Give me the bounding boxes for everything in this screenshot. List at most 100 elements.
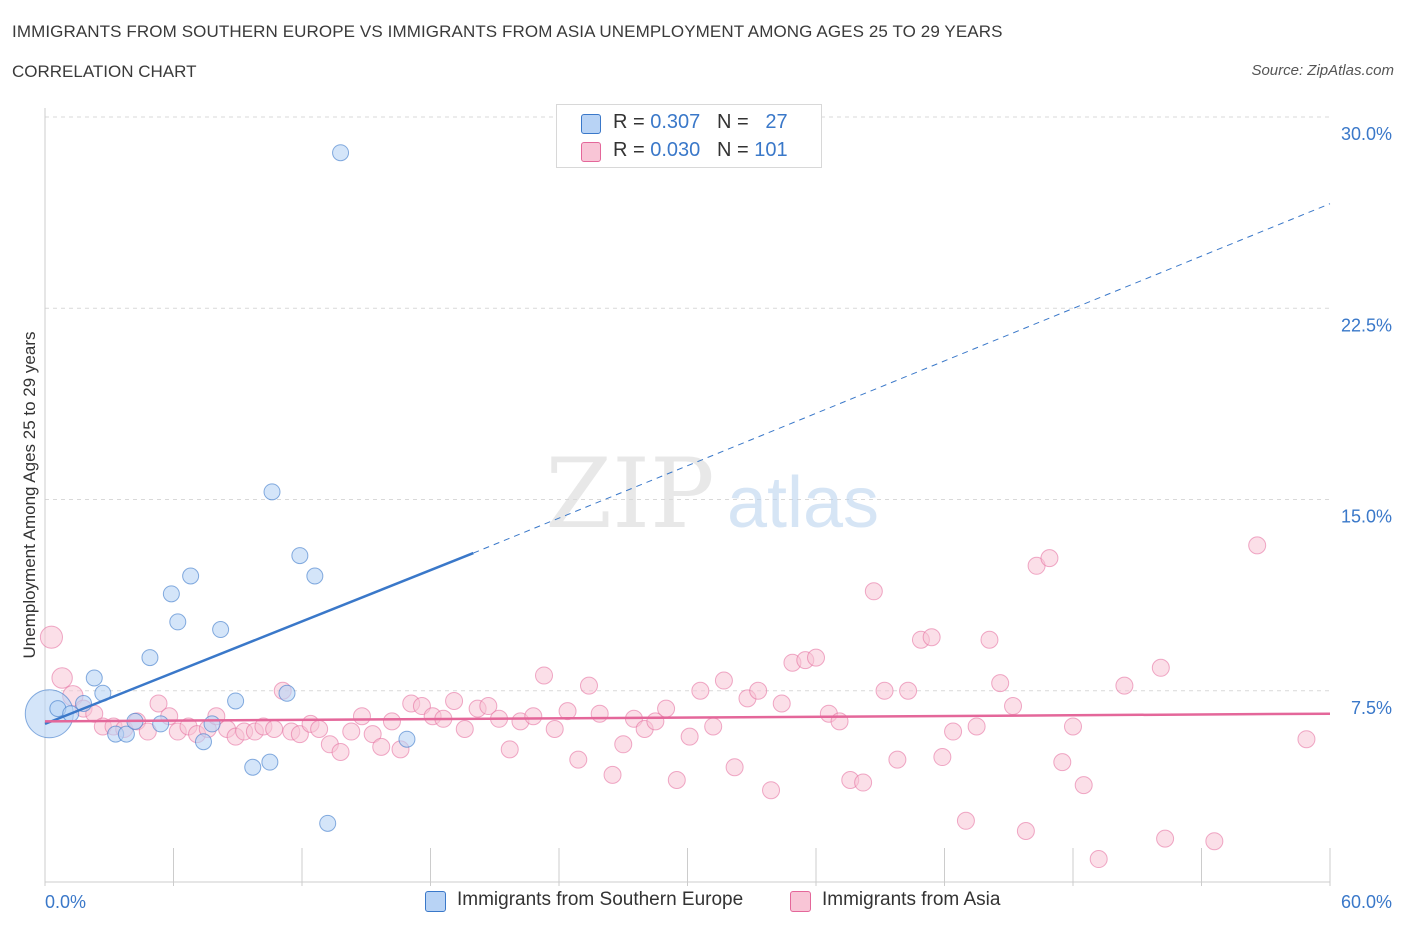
data-point-asia [680,727,699,746]
legend-swatch-pink [790,891,811,912]
data-point-asia [310,720,329,738]
legend-r-value: 0.030 [650,139,701,161]
data-point-asia [762,781,781,800]
y-tick-label: 22.5% [1341,315,1392,335]
data-point-asia [933,748,952,767]
data-point-asia [1016,822,1035,840]
x-tick-label: 60.0% [1341,892,1392,912]
trend-line-asia [44,712,1331,723]
data-point-asia [524,707,543,726]
y-axis-title: Unemployment Among Ages 25 to 29 years [20,332,39,659]
data-point-asia [479,697,498,716]
data-point-southern-europe [117,725,135,743]
axes [44,108,1331,886]
data-point-asia [51,667,73,689]
legend-n-value: 101 [754,139,788,161]
data-point-southern-europe [141,649,159,667]
data-point-asia [854,773,873,792]
data-point-asia [545,720,564,738]
data-point-southern-europe [278,684,296,702]
data-point-asia [1064,717,1082,736]
data-point-asia [1156,829,1175,848]
data-point-asia [864,582,883,601]
data-point-asia [603,765,622,784]
data-point-asia [657,699,676,718]
data-point-asia [590,704,609,723]
series-southern-europe-points [24,144,416,832]
data-point-asia [535,666,554,685]
chart-subtitle: CORRELATION CHART [12,62,197,81]
data-point-asia [1205,832,1224,851]
data-point-southern-europe [212,621,230,639]
data-point-asia [372,737,391,756]
data-point-asia [725,758,744,777]
data-point-asia [667,771,686,789]
data-point-asia [956,811,975,830]
trend-lines [44,203,1331,726]
x-tick-labels: 0.0% 60.0% [45,892,1392,912]
data-point-southern-europe [398,730,416,748]
y-tick-label: 7.5% [1351,698,1392,718]
data-point-asia [445,691,464,710]
data-point-asia [899,681,918,700]
data-point-asia [1297,730,1316,749]
data-point-asia [807,648,825,667]
data-point-asia [1074,776,1093,795]
legend-swatch-blue [425,891,446,912]
legend-n-label: N = [716,111,749,133]
data-point-asia [352,707,371,726]
y-tick-label: 15.0% [1341,507,1392,527]
data-point-southern-europe [152,715,170,733]
legend-r-label: R = [613,111,645,133]
chart-title: IMMIGRANTS FROM SOUTHERN EUROPE VS IMMIG… [12,22,1003,41]
legend-n-label: N = [716,139,749,161]
data-point-southern-europe [227,692,245,710]
data-point-asia [138,722,157,741]
series-asia-points [39,536,1316,869]
data-point-asia [500,740,519,759]
data-point-asia [614,735,633,754]
watermark-zip: ZIP [545,438,714,550]
data-point-asia [363,725,382,744]
data-point-southern-europe [306,567,324,585]
legend-swatch-pink [581,142,601,162]
legend-label-southern-europe: Immigrants from Southern Europe [457,889,744,910]
y-tick-label: 30.0% [1341,124,1392,144]
data-point-asia [704,717,723,736]
data-point-asia [944,722,963,741]
source-label: Source: ZipAtlas.com [1251,62,1394,79]
watermark: ZIP atlas [545,438,879,550]
data-point-southern-europe [244,758,262,776]
data-point-asia [691,681,710,700]
legend-r-value: 0.307 [650,111,701,133]
data-point-asia [569,750,588,769]
legend-swatch-blue [581,114,601,134]
data-point-southern-europe [182,567,200,585]
data-point-asia [455,720,474,738]
data-point-asia [875,681,894,700]
data-point-southern-europe [332,144,350,162]
data-point-southern-europe [169,613,187,631]
data-point-asia [1053,753,1072,772]
data-point-asia [1040,549,1059,568]
data-point-asia [1248,536,1267,555]
x-tick-label: 0.0% [45,892,86,912]
data-point-southern-europe [261,753,279,771]
trend-extension-southern-europe [473,203,1331,554]
data-point-asia [331,742,350,761]
legend-n-value: 27 [765,111,788,133]
data-point-asia [888,750,907,769]
data-point-asia [558,702,577,721]
data-point-asia [342,722,361,741]
data-point-asia [922,628,941,647]
data-point-southern-europe [194,733,212,751]
data-point-asia [39,625,63,649]
data-point-southern-europe [291,547,309,565]
data-point-southern-europe [162,585,180,603]
data-point-asia [382,712,401,731]
data-point-asia [980,630,999,649]
data-point-southern-europe [85,669,103,687]
grid-lines [45,116,1330,692]
data-point-asia [749,681,768,700]
data-point-asia [967,717,986,736]
